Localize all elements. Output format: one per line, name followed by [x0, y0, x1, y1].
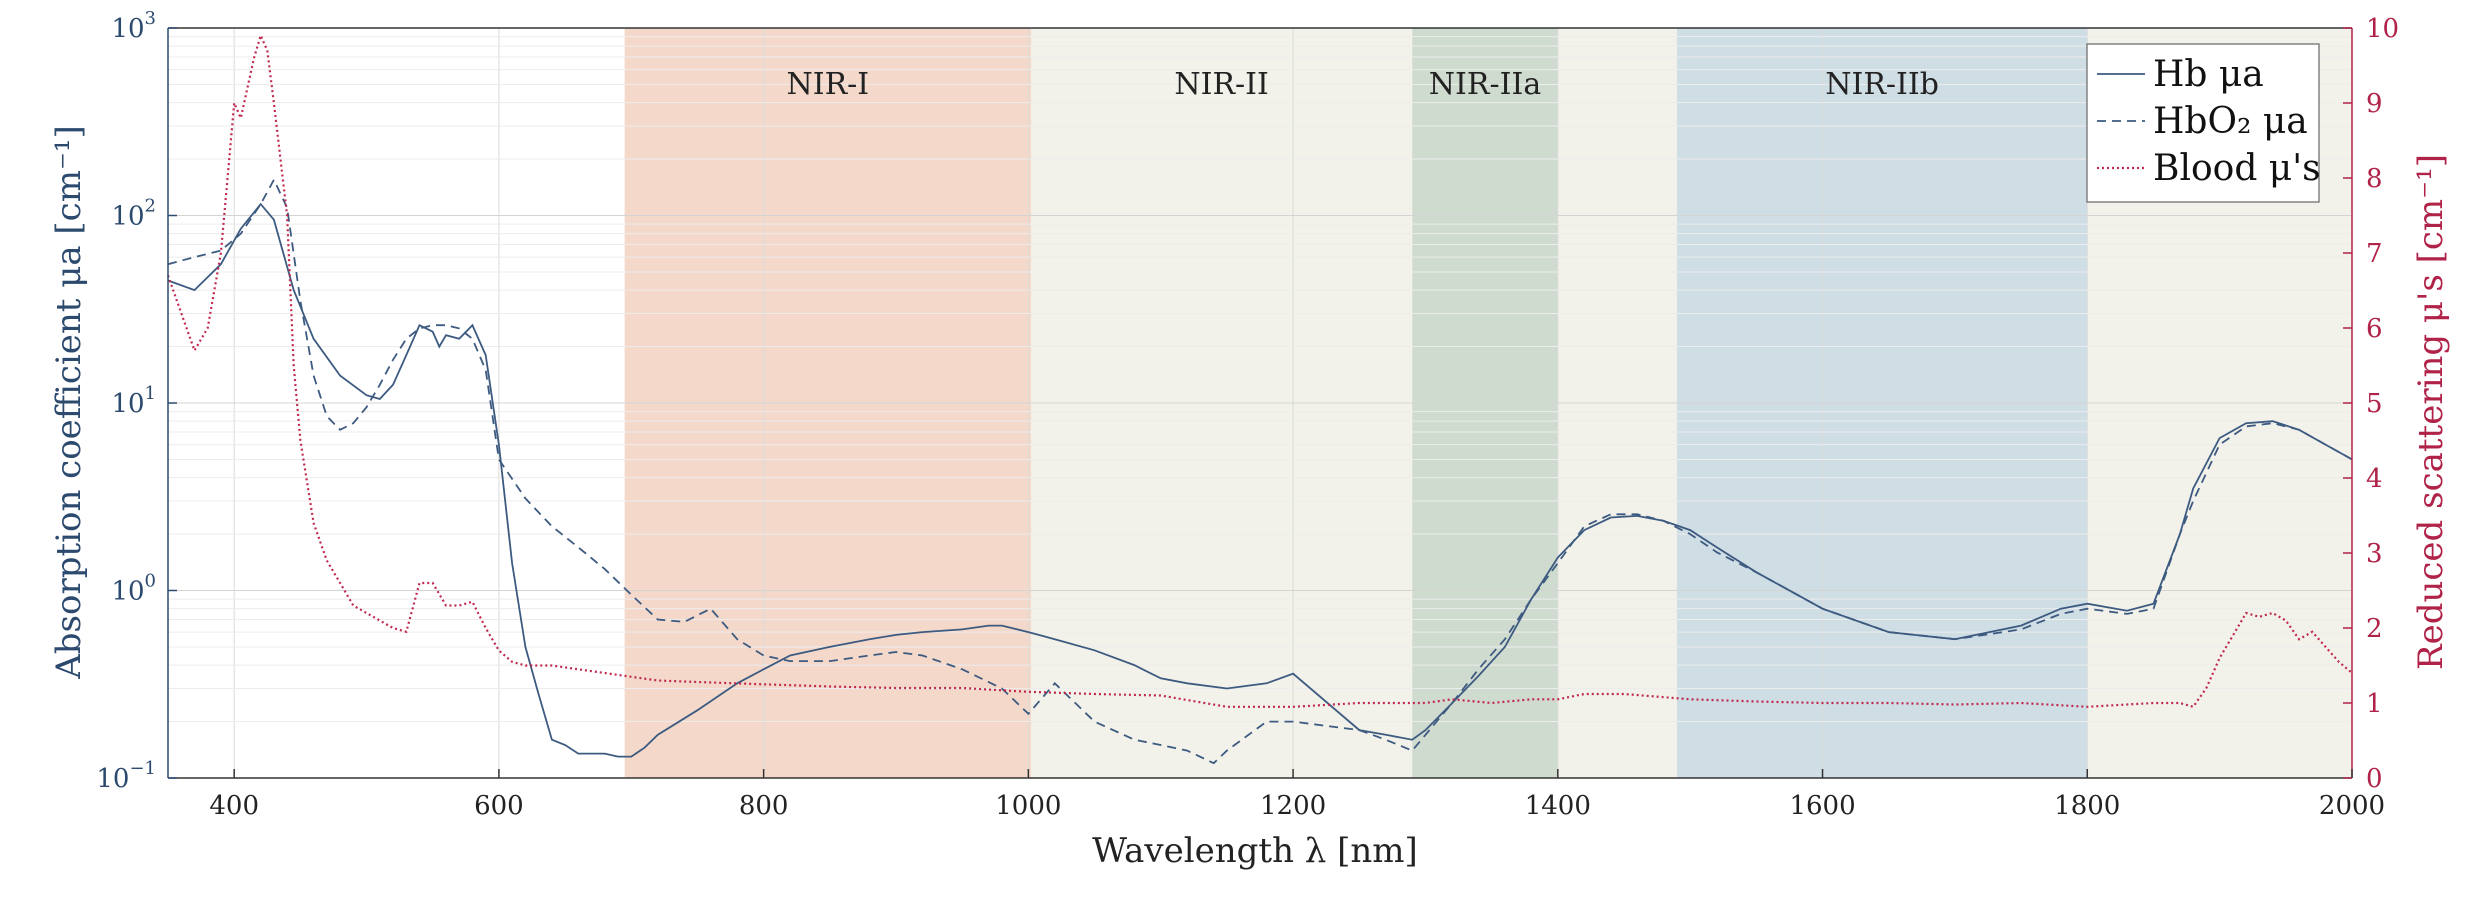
- x-tick-label-4: 1200: [1260, 791, 1326, 821]
- x-tick-label-6: 1600: [1789, 791, 1855, 821]
- x-tick-label-5: 1400: [1525, 791, 1591, 821]
- y-right-tick-label-5: 5: [2366, 389, 2383, 419]
- y-left-tick-label-2: 101: [111, 383, 156, 419]
- band-labels: NIR-I NIR-II NIR-IIa NIR-IIb: [786, 67, 1938, 102]
- y-right-tick-label-1: 1: [2366, 689, 2383, 719]
- x-tick-label-3: 1000: [995, 791, 1061, 821]
- x-tick-label-2: 800: [739, 791, 789, 821]
- x-tick-label-1: 600: [474, 791, 524, 821]
- x-tick-label-8: 2000: [2319, 791, 2385, 821]
- tick-labels: 400 600 800 1000 1200 1400 1600 1800 20001031021…: [96, 8, 2399, 821]
- y-axis-left-label: Absorption coefficient μa [cm⁻¹]: [49, 125, 89, 680]
- y-right-tick-label-10: 10: [2366, 14, 2399, 44]
- band-label-1: NIR-II: [1174, 67, 1269, 102]
- x-axis-label: Wavelength λ [nm]: [1092, 831, 1418, 871]
- y-right-tick-label-4: 4: [2366, 464, 2383, 494]
- gridlines: [168, 28, 2353, 779]
- series-lines: [166, 32, 2353, 765]
- x-tick-label-7: 1800: [2054, 791, 2120, 821]
- y-right-tick-label-8: 8: [2366, 164, 2383, 194]
- legend-label-1: HbO₂ μa: [2153, 101, 2308, 142]
- series-line-1: [167, 177, 2353, 765]
- y-right-tick-label-6: 6: [2366, 314, 2383, 344]
- x-tick-label-0: 400: [209, 791, 259, 821]
- y-right-tick-label-3: 3: [2366, 539, 2383, 569]
- legend: Hb μa HbO₂ μa Blood μ's: [2086, 43, 2321, 203]
- band-label-2: NIR-IIa: [1429, 67, 1542, 102]
- y-left-tick-label-3: 100: [111, 571, 156, 607]
- legend-label-2: Blood μ's: [2153, 148, 2321, 189]
- y-axis-right-label: Reduced scattering μ's [cm⁻¹]: [2411, 154, 2451, 670]
- y-left-tick-label-4: 10−1: [96, 758, 156, 794]
- series-line-2: [166, 32, 2353, 709]
- y-left-tick-label-1: 102: [111, 196, 156, 232]
- band-label-4: NIR-IIb: [1825, 67, 1939, 102]
- y-right-tick-label-0: 0: [2366, 764, 2383, 794]
- legend-label-0: Hb μa: [2153, 54, 2264, 95]
- y-left-tick-label-0: 103: [111, 8, 156, 44]
- y-right-tick-label-9: 9: [2366, 89, 2383, 119]
- series-line-0: [167, 202, 2353, 758]
- y-right-tick-label-2: 2: [2366, 614, 2383, 644]
- legend-box: [2086, 43, 2320, 203]
- band-label-0: NIR-I: [786, 67, 869, 102]
- y-right-tick-label-7: 7: [2366, 239, 2383, 269]
